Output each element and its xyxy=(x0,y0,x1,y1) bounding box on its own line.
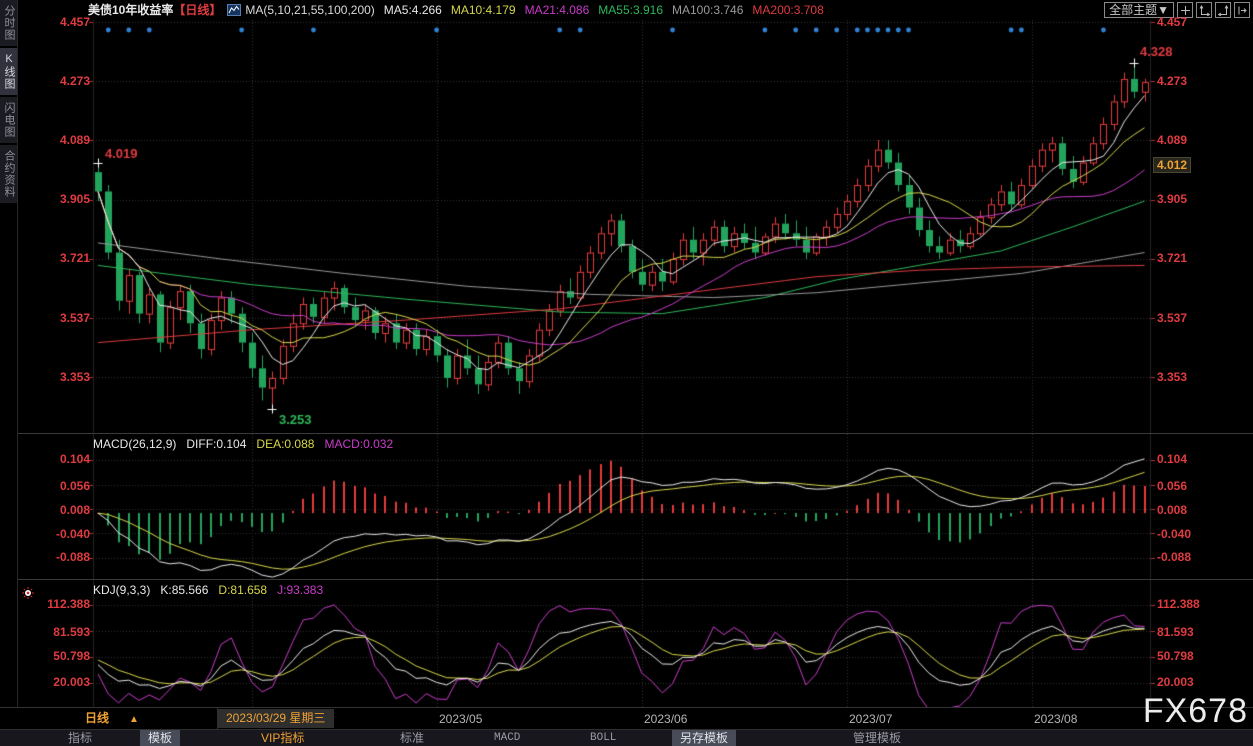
period-label: 日线 xyxy=(85,711,109,725)
macd-macd-value: MACD:0.032 xyxy=(324,437,393,451)
kdj-d-value: D:81.658 xyxy=(218,583,267,597)
main-candle-panel: 4.457 4.273 4.089 3.905 3.721 3.537 3.35… xyxy=(18,20,1253,433)
move-crosshair-icon[interactable] xyxy=(1177,2,1193,18)
ma-settings-label: MA(5,10,21,55,100,200) xyxy=(245,3,374,17)
macd-title: MACD(26,12,9) xyxy=(93,437,176,451)
symbol-title: 美债10年收益率 xyxy=(88,3,173,17)
kdj-header: KDJ(9,3,3) K:85.566 D:81.658 J:93.383 xyxy=(93,583,333,597)
macd-chart-canvas[interactable] xyxy=(18,434,1253,579)
ma55-value: MA55:3.916 xyxy=(598,3,663,17)
header-controls: 全部主题▼ xyxy=(1104,2,1250,18)
toolbar-tab-manage-templates[interactable]: 管理模板 xyxy=(845,730,909,746)
period-selector[interactable]: 日线 ▲ xyxy=(18,708,218,729)
period-tag: 【日线】 xyxy=(173,3,221,17)
date-axis-row: 日线 ▲ 2023/03/29 星期三 2023/05 2023/06 2023/… xyxy=(0,707,1253,729)
main-chart-canvas[interactable] xyxy=(18,20,1253,433)
ma10-value: MA10:4.179 xyxy=(451,3,516,17)
macd-diff-value: DIFF:0.104 xyxy=(186,437,246,451)
toolbar-tab-vip-indicators[interactable]: VIP指标 xyxy=(253,730,312,746)
toolbar-tab-templates[interactable]: 模板 xyxy=(140,730,180,746)
toolbar-tab-save-template[interactable]: 另存模板 xyxy=(672,730,736,746)
sidebar-tab-lightning[interactable]: 闪电图 xyxy=(0,97,17,143)
macd-panel: MACD(26,12,9) DIFF:0.104 DEA:0.088 MACD:0.0… xyxy=(18,433,1253,579)
kdj-chart-canvas[interactable] xyxy=(18,580,1253,707)
sidebar-tab-timeshare[interactable]: 分时图 xyxy=(0,0,17,46)
chart-header: 美债10年收益率【日线】 MA(5,10,21,55,100,200) MA5:4.… xyxy=(18,0,1253,20)
line-chart-icon xyxy=(227,2,241,14)
kdj-k-value: K:85.566 xyxy=(160,583,208,597)
selected-date-box: 2023/03/29 星期三 xyxy=(217,709,334,728)
fit-vertical-axis-icon[interactable] xyxy=(1196,2,1212,18)
ma100-value: MA100:3.746 xyxy=(672,3,743,17)
ma5-value: MA5:4.266 xyxy=(384,3,442,17)
sidebar-tab-kline[interactable]: K线图 xyxy=(0,48,17,95)
macd-dea-value: DEA:0.088 xyxy=(256,437,314,451)
macd-header: MACD(26,12,9) DIFF:0.104 DEA:0.088 MACD:0.0… xyxy=(93,437,403,451)
month-tick-label: 2023/05 xyxy=(439,712,482,726)
fit-horizontal-axis-icon[interactable] xyxy=(1215,2,1231,18)
toolbar-tab-indicators[interactable]: 指标 xyxy=(60,730,100,746)
indicator-settings-icon[interactable] xyxy=(22,586,34,598)
charting-app: 分时图 K线图 闪电图 合约资料 美债10年收益率【日线】 MA(5,10,21,… xyxy=(0,0,1253,746)
ma21-value: MA21:4.086 xyxy=(525,3,590,17)
kdj-panel: KDJ(9,3,3)K:85.566D:81.658J:93.383 112.3… xyxy=(18,579,1253,707)
chart-type-sidebar: 分时图 K线图 闪电图 合约资料 xyxy=(0,0,18,746)
ma200-value: MA200:3.708 xyxy=(752,3,823,17)
kdj-title: KDJ(9,3,3) xyxy=(93,583,150,597)
toolbar-tab-boll[interactable]: BOLL xyxy=(582,730,624,746)
theme-dropdown-button[interactable]: 全部主题▼ xyxy=(1104,2,1174,18)
toolbar-tab-macd[interactable]: MACD xyxy=(486,730,528,746)
bottom-toolbar: 指标 模板 VIP指标 标准 MACD BOLL 另存模板 管理模板 xyxy=(0,729,1253,746)
month-tick-label: 2023/08 xyxy=(1034,712,1077,726)
kdj-j-value: J:93.383 xyxy=(277,583,323,597)
shift-chart-right-icon[interactable] xyxy=(1234,2,1250,18)
month-tick-label: 2023/07 xyxy=(849,712,892,726)
toolbar-tab-standard[interactable]: 标准 xyxy=(392,730,432,746)
sidebar-tab-contract-info[interactable]: 合约资料 xyxy=(0,145,17,203)
last-price-tag: 4.012 xyxy=(1153,157,1191,173)
month-tick-label: 2023/06 xyxy=(644,712,687,726)
chevron-up-icon: ▲ xyxy=(129,714,139,725)
